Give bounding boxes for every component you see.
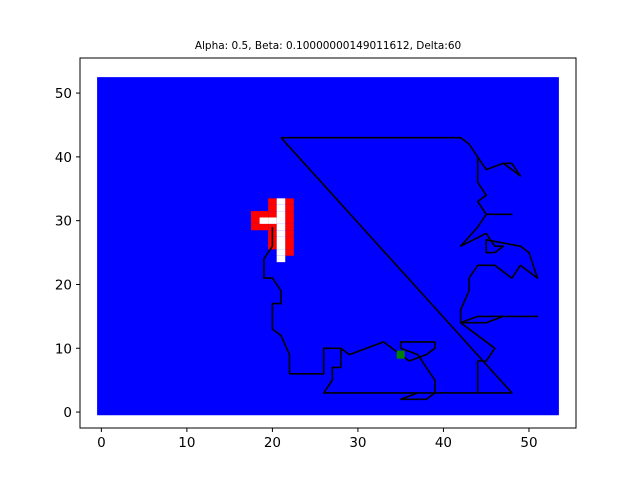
field-rect bbox=[97, 77, 559, 416]
y-tick-label: 20 bbox=[55, 277, 72, 293]
point-layer bbox=[396, 350, 405, 359]
red-cell bbox=[285, 236, 294, 243]
y-axis: 0 10 20 30 40 50 bbox=[55, 86, 80, 421]
red-cell bbox=[285, 249, 294, 256]
white-cell bbox=[276, 204, 286, 212]
y-tick-label: 50 bbox=[55, 86, 72, 102]
white-cell bbox=[276, 223, 286, 231]
trajectory-line bbox=[280, 136, 539, 401]
red-cell bbox=[285, 223, 294, 231]
y-tick-label: 30 bbox=[55, 214, 72, 230]
white-cell bbox=[276, 255, 286, 263]
x-tick-label: 0 bbox=[97, 435, 106, 451]
cell-layer bbox=[251, 198, 294, 263]
trajectory-line-left bbox=[263, 227, 325, 375]
y-tick-label: 40 bbox=[55, 150, 72, 166]
red-cell bbox=[285, 230, 294, 237]
white-cell bbox=[268, 217, 277, 224]
plot-border bbox=[79, 57, 577, 429]
red-cell bbox=[285, 217, 294, 224]
red-cell bbox=[259, 223, 269, 231]
x-axis: 0 10 20 30 40 50 bbox=[97, 428, 538, 451]
red-cell bbox=[268, 198, 277, 205]
x-tick-label: 40 bbox=[435, 435, 452, 451]
white-cell bbox=[259, 217, 269, 224]
white-cell bbox=[276, 198, 286, 205]
white-cell bbox=[276, 217, 286, 224]
x-tick-label: 50 bbox=[520, 435, 537, 451]
red-cell bbox=[268, 204, 277, 212]
red-cell bbox=[268, 223, 277, 231]
green-marker bbox=[396, 350, 405, 359]
red-cell bbox=[251, 211, 260, 218]
red-cell bbox=[285, 204, 294, 212]
red-cell bbox=[285, 243, 294, 250]
red-cell bbox=[285, 198, 294, 205]
red-cell bbox=[259, 211, 269, 218]
white-cell bbox=[276, 243, 286, 250]
red-cell bbox=[251, 217, 260, 224]
x-tick-label: 10 bbox=[178, 435, 195, 451]
chart-title: Alpha: 0.5, Beta: 0.10000000149011612, D… bbox=[195, 40, 461, 52]
x-tick-label: 30 bbox=[349, 435, 366, 451]
path-layer bbox=[263, 136, 539, 401]
y-tick-label: 0 bbox=[63, 405, 72, 421]
x-tick-label: 20 bbox=[264, 435, 281, 451]
y-tick-label: 10 bbox=[55, 341, 72, 357]
red-cell bbox=[268, 211, 277, 218]
white-cell bbox=[276, 211, 286, 218]
white-cell bbox=[276, 249, 286, 256]
red-cell bbox=[251, 223, 260, 231]
white-cell bbox=[276, 236, 286, 243]
background-field bbox=[97, 77, 559, 416]
red-cell bbox=[285, 211, 294, 218]
white-cell bbox=[276, 230, 286, 237]
